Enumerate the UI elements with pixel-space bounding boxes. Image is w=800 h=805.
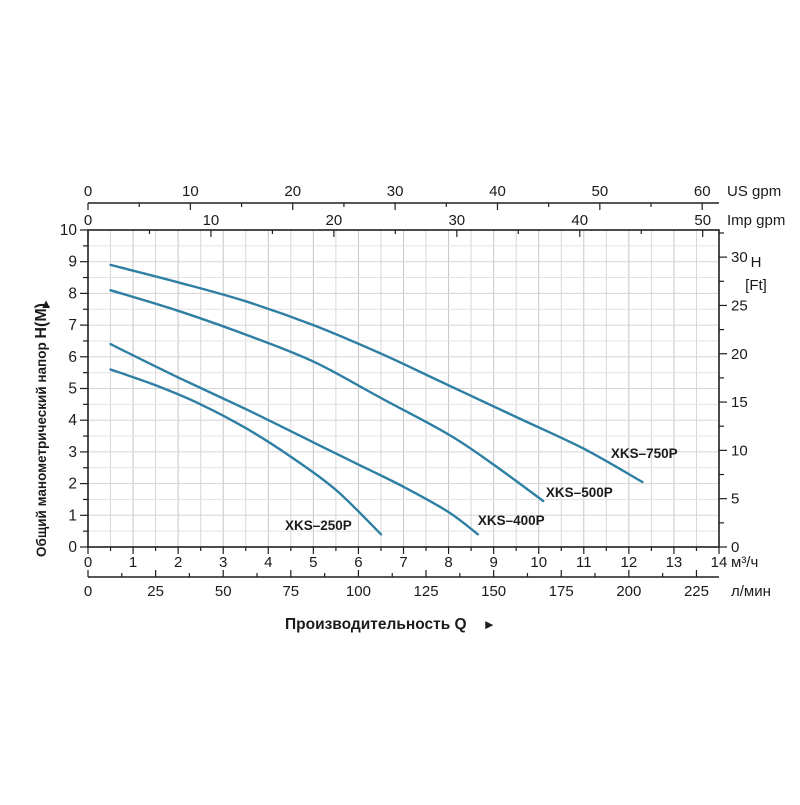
imp-gpm-tick-label: 40 (571, 212, 588, 229)
lpm-tick-label: 150 (481, 583, 506, 600)
us-gpm-tick-label: 10 (182, 183, 199, 200)
m3h-tick-label: 12 (621, 554, 638, 571)
lpm-tick-label: 25 (147, 583, 164, 600)
lpm-tick-label: 125 (414, 583, 439, 600)
lpm-tick-label: 0 (84, 583, 92, 600)
lpm-tick-label: 75 (282, 583, 299, 600)
us-gpm-tick-label: 60 (694, 183, 711, 200)
imp-gpm-tick-label: 30 (448, 212, 465, 229)
h-m-tick-label: 4 (68, 412, 77, 429)
h-m-tick-label: 8 (68, 285, 77, 302)
us-gpm-tick-label: 20 (284, 183, 301, 200)
curve-XKS-750P (109, 263, 644, 484)
imp-gpm-tick-label: 10 (203, 212, 220, 229)
lpm-unit-label: л/мин (731, 583, 771, 600)
x-axis-title: Производительность Q ► (285, 616, 496, 633)
h-m-tick-label: 10 (60, 222, 78, 239)
h-m-tick-label: 7 (68, 317, 77, 334)
us-gpm-tick-label: 50 (591, 183, 608, 200)
us-gpm-tick-label: 40 (489, 183, 506, 200)
m3h-tick-label: 7 (399, 554, 407, 571)
m3h-tick-label: 2 (174, 554, 182, 571)
lpm-tick-label: 175 (549, 583, 574, 600)
m3h-tick-label: 9 (489, 554, 497, 571)
m3h-tick-label: 3 (219, 554, 227, 571)
y-axis-up-arrow-icon: ▲ (40, 296, 53, 311)
imp-gpm-tick-label: 50 (694, 212, 711, 229)
curve-XKS-400P (109, 342, 480, 536)
curve-XKS-500P (109, 289, 545, 503)
h-m-tick-label: 9 (68, 254, 77, 271)
lpm-tick-label: 50 (215, 583, 232, 600)
ft-axis-title-h: H (751, 254, 762, 271)
us-gpm-tick-label: 30 (387, 183, 404, 200)
lpm-tick-label: 200 (616, 583, 641, 600)
h-ft-tick-label: 20 (731, 346, 748, 363)
curve-label-XKS-750P: XKS–750P (611, 446, 678, 461)
m3h-tick-label: 5 (309, 554, 317, 571)
curve-label-XKS-250P: XKS–250P (285, 518, 352, 533)
h-m-tick-label: 1 (68, 507, 77, 524)
h-m-tick-label: 2 (68, 476, 77, 493)
m3h-tick-label: 0 (84, 554, 92, 571)
m3h-tick-label: 11 (576, 554, 592, 571)
h-m-tick-label: 6 (68, 349, 77, 366)
curve-label-XKS-400P: XKS–400P (478, 513, 545, 528)
m3h-tick-label: 4 (264, 554, 272, 571)
h-ft-tick-label: 30 (731, 249, 748, 266)
curve-label-XKS-500P: XKS–500P (546, 485, 613, 500)
y-axis-title: Общий манометрический напор H(M) (33, 303, 50, 557)
us-gpm-tick-label: 0 (84, 183, 92, 200)
us-gpm-unit-label: US gpm (727, 183, 781, 200)
ft-axis-title-unit: [Ft] (745, 277, 767, 294)
m3h-tick-label: 6 (354, 554, 362, 571)
lpm-tick-label: 225 (684, 583, 709, 600)
h-ft-tick-label: 5 (731, 491, 739, 508)
h-ft-tick-label: 15 (731, 394, 748, 411)
h-m-tick-label: 5 (68, 381, 77, 398)
h-ft-tick-label: 10 (731, 442, 748, 459)
lpm-tick-label: 100 (346, 583, 371, 600)
m3h-tick-label: 13 (666, 554, 683, 571)
h-ft-tick-label: 0 (731, 539, 739, 556)
curve-XKS-250P (109, 368, 383, 536)
m3h-tick-label: 1 (129, 554, 137, 571)
m3h-unit-label: м³/ч (731, 554, 758, 571)
h-ft-tick-label: 25 (731, 297, 748, 314)
h-m-tick-label: 3 (68, 444, 77, 461)
m3h-tick-label: 10 (530, 554, 547, 571)
m3h-tick-label: 8 (444, 554, 452, 571)
imp-gpm-tick-label: 0 (84, 212, 92, 229)
imp-gpm-tick-label: 20 (326, 212, 343, 229)
m3h-tick-label: 14 (711, 554, 728, 571)
imp-gpm-unit-label: Imp gpm (727, 212, 785, 229)
h-m-tick-label: 0 (68, 539, 77, 556)
